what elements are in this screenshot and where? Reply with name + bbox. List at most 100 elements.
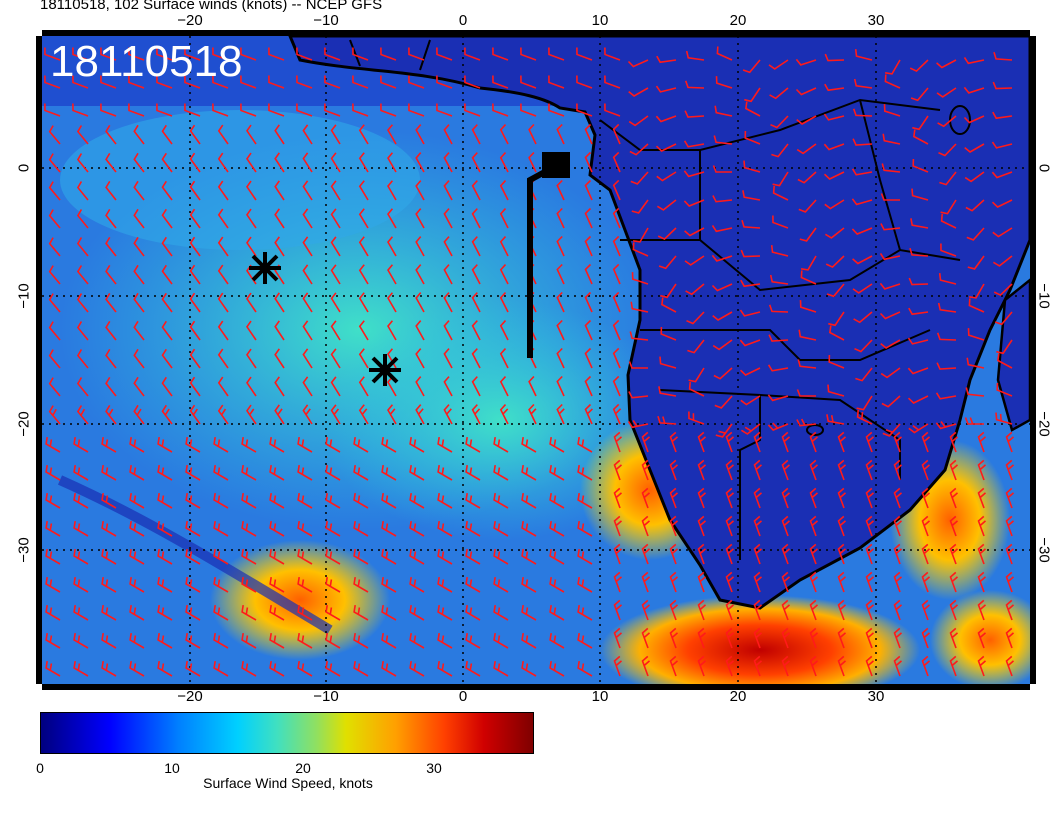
wind-barb	[358, 320, 369, 341]
wind-barb	[297, 548, 313, 565]
wind-barb	[437, 632, 453, 649]
wind-barb	[101, 492, 117, 509]
wind-barb	[584, 347, 593, 369]
axis-frame-right	[1030, 36, 1036, 684]
wind-barb	[556, 123, 565, 145]
x-tick-top: 10	[591, 12, 609, 29]
wind-barb	[669, 431, 679, 453]
wind-barb	[753, 487, 763, 509]
wind-barb	[325, 520, 341, 537]
wind-barb	[297, 632, 313, 649]
wind-barb	[936, 362, 957, 370]
wind-barb	[415, 152, 425, 173]
wind-barb	[714, 105, 733, 117]
wind-barb	[781, 627, 791, 649]
wind-barb	[697, 515, 707, 537]
wind-barb	[657, 227, 677, 241]
wind-barb	[865, 571, 875, 593]
wind-barb	[437, 492, 453, 509]
wind-barb	[725, 487, 735, 509]
wind-barb	[965, 199, 985, 212]
wind-barb	[856, 409, 873, 425]
wind-barb	[992, 255, 1013, 267]
axis-frame-left	[36, 36, 42, 684]
wind-barb	[464, 103, 481, 117]
wind-barb	[353, 660, 369, 677]
wind-barb	[824, 199, 845, 210]
wind-barb	[893, 655, 903, 677]
wind-barb	[628, 87, 649, 97]
wind-barb	[576, 47, 593, 61]
wind-barb	[824, 53, 845, 62]
wind-barb	[189, 152, 201, 173]
ocean-trade-wind-zone-3	[60, 110, 420, 250]
wind-barb	[770, 115, 789, 129]
wind-barb	[437, 520, 453, 537]
wind-barb	[742, 59, 761, 74]
wind-barb	[465, 464, 481, 481]
wind-barb	[302, 236, 313, 257]
wind-barb	[330, 320, 341, 341]
wind-barb	[881, 163, 901, 173]
wind-barb	[660, 326, 677, 341]
wind-barb	[493, 548, 509, 565]
wind-barb	[133, 236, 145, 257]
wind-barb	[217, 208, 229, 229]
wind-barb	[584, 151, 593, 173]
wind-barb	[44, 75, 61, 89]
wind-barb	[157, 632, 173, 649]
wind-barb	[837, 571, 847, 593]
wind-barb	[499, 376, 509, 397]
wind-barb	[213, 604, 229, 621]
wind-barb	[992, 111, 1013, 120]
wind-barb	[641, 571, 651, 593]
wind-barb	[443, 320, 453, 341]
x-tick-bottom: 10	[591, 688, 609, 705]
wind-barb	[465, 604, 481, 621]
wind-barb	[45, 660, 61, 677]
wind-barb	[409, 520, 425, 537]
wind-barb	[921, 459, 931, 481]
wind-barb	[837, 459, 847, 481]
wind-barb	[100, 75, 117, 89]
wind-barb	[949, 459, 959, 481]
wind-barb	[688, 411, 705, 425]
wind-barb	[274, 292, 285, 313]
wind-barb	[330, 180, 341, 201]
wind-barb	[528, 403, 537, 425]
wind-barb	[76, 349, 89, 369]
wind-barb	[795, 58, 817, 66]
wind-barb	[657, 415, 677, 425]
wind-barb	[324, 47, 341, 61]
wind-barb	[443, 376, 453, 397]
wind-barb	[612, 179, 621, 201]
asterisk-marker-1	[249, 252, 281, 284]
wind-barb	[884, 59, 901, 75]
wind-barb	[711, 283, 733, 292]
wind-barb	[269, 604, 285, 621]
wind-barb	[893, 487, 903, 509]
x-tick-bottom: −20	[177, 688, 203, 705]
wind-barb	[997, 353, 1013, 369]
wind-barb	[105, 320, 117, 341]
wind-barb	[48, 321, 61, 341]
wind-barb	[268, 103, 285, 117]
lake-kariba	[806, 424, 824, 436]
wind-barb	[604, 103, 621, 117]
wind-barb	[612, 123, 621, 145]
wind-barb	[612, 207, 621, 229]
wind-barb	[443, 152, 453, 173]
wind-barb	[631, 272, 649, 285]
wind-barb	[274, 180, 285, 201]
wind-barb	[269, 660, 285, 677]
wind-barb	[212, 75, 229, 89]
wind-barb	[353, 548, 369, 565]
wind-barb	[882, 133, 901, 145]
wind-barb	[1005, 459, 1015, 481]
wind-barb	[739, 367, 761, 376]
wind-barb	[157, 660, 173, 677]
wind-barb	[380, 47, 397, 61]
wind-barb	[837, 543, 847, 565]
wind-barb	[556, 179, 565, 201]
wind-barb	[358, 404, 369, 425]
